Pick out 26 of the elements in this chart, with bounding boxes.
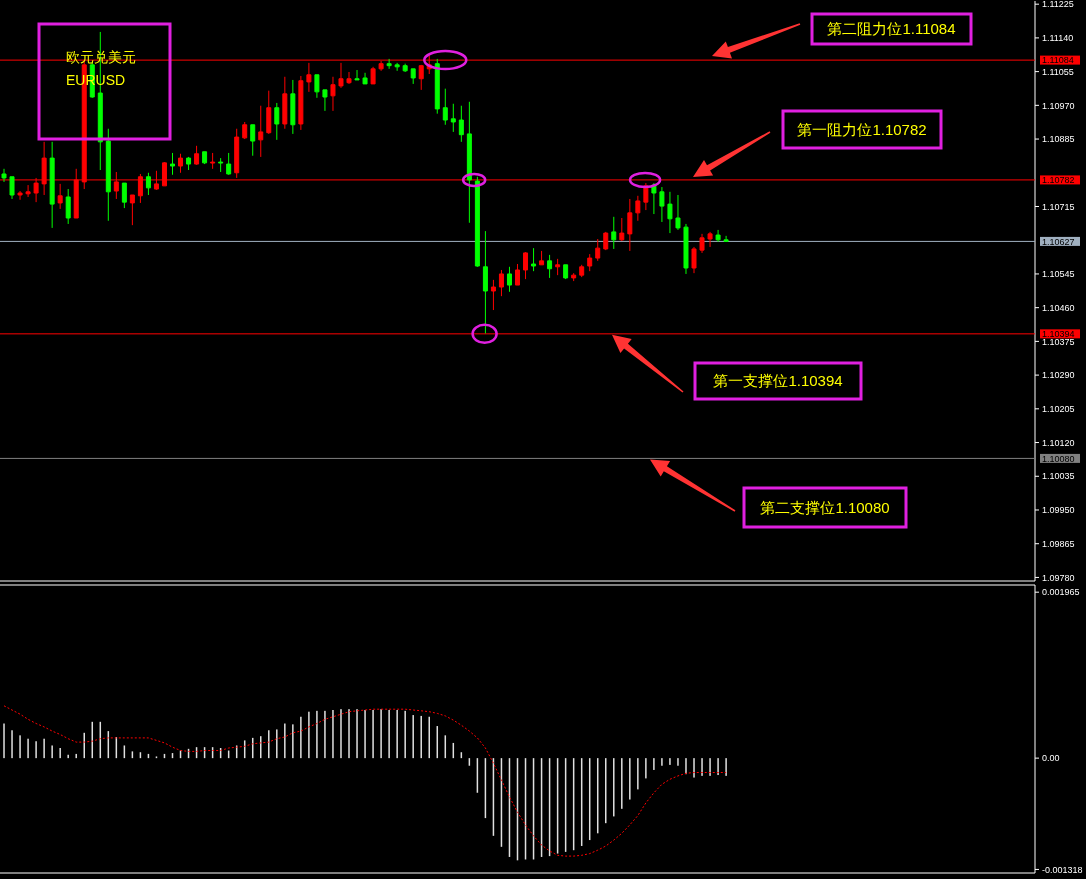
y-tick-label: 1.09950 [1042,505,1075,516]
annotation: 第一支撑位1.10394 [713,372,843,389]
y-tick-label: 0.00 [1042,753,1060,764]
y-tick-label: 1.10885 [1042,134,1075,145]
y-tick-label: 1.10545 [1042,269,1075,280]
y-tick-label: 1.11225 [1042,0,1074,10]
y-tick-label: 1.10290 [1042,370,1075,381]
ref-line-label: 1.10080 [1042,453,1075,464]
y-tick-label: 0.001965 [1042,587,1080,598]
y-tick-label: 1.11140 [1042,33,1074,44]
y-tick-label: 1.11055 [1042,66,1074,77]
y-tick-label: -0.001318 [1042,864,1083,875]
y-tick-label: 1.10715 [1042,201,1075,212]
y-tick-label: 1.09865 [1042,538,1075,549]
y-tick-label: 1.10120 [1042,437,1075,448]
ref-line-label: 1.11084 [1042,55,1074,66]
annotation: 第二阻力位1.11084 [827,20,956,37]
y-tick-label: 1.09780 [1042,572,1075,583]
y-tick-label: 1.10205 [1042,404,1075,415]
annotation: 第一阻力位1.10782 [797,120,927,138]
y-tick-label: 1.10970 [1042,100,1075,111]
y-tick-label: 1.10460 [1042,302,1075,313]
ref-line-label: 1.10782 [1042,175,1075,186]
annotation: 第二支撑位1.10080 [760,498,890,516]
y-tick-label: 1.10035 [1042,471,1075,482]
ref-line-label: 1.10627 [1042,236,1075,247]
